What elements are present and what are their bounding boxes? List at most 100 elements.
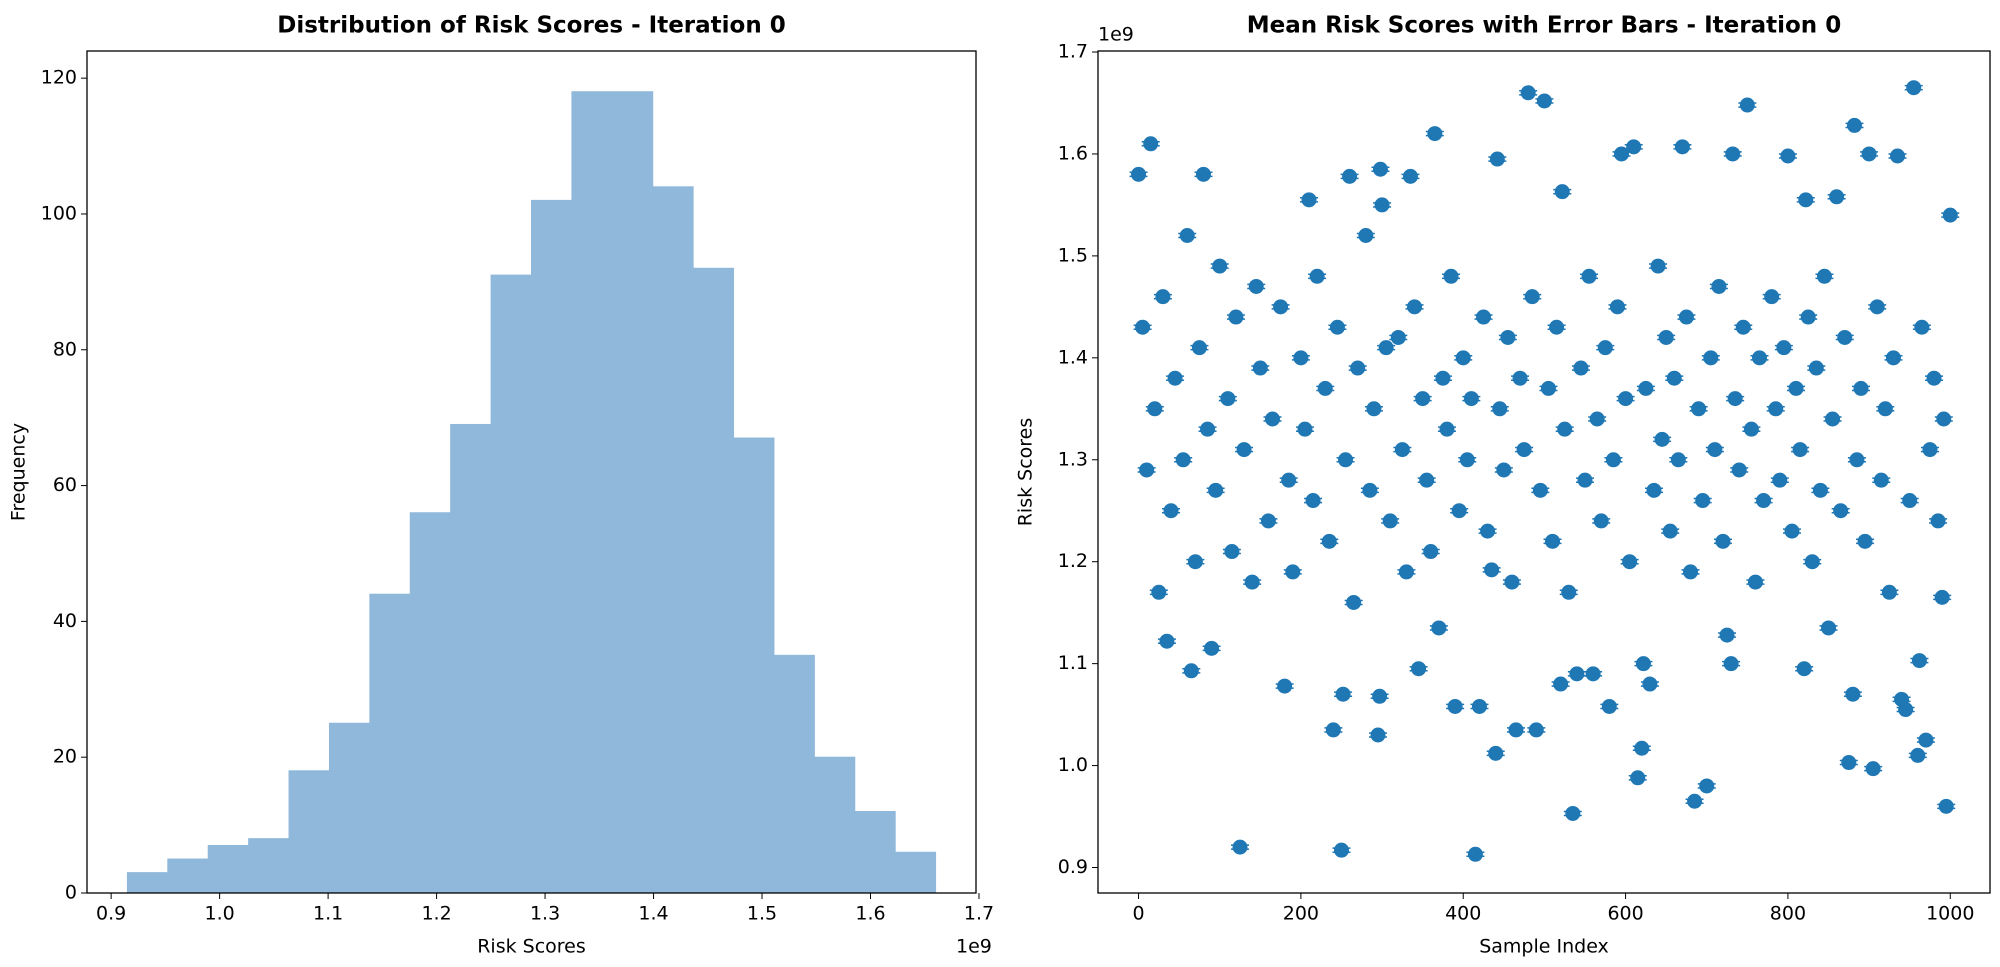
point bbox=[1687, 793, 1703, 809]
point bbox=[1857, 533, 1873, 549]
point bbox=[1459, 452, 1475, 468]
histogram-bar bbox=[288, 770, 330, 894]
x-tick-label: 1.4 bbox=[638, 903, 668, 925]
histogram-bar bbox=[692, 267, 735, 894]
point bbox=[1443, 268, 1459, 284]
point bbox=[1451, 503, 1467, 519]
point bbox=[1236, 442, 1252, 458]
point bbox=[1626, 139, 1642, 155]
axes-frame bbox=[1097, 50, 1991, 894]
y-tick-label: 1.5 bbox=[1058, 244, 1088, 266]
point bbox=[1812, 482, 1828, 498]
point bbox=[1898, 702, 1914, 718]
point bbox=[1881, 584, 1897, 600]
histogram-bar bbox=[409, 512, 452, 894]
y-tick-label: 1.1 bbox=[1058, 652, 1088, 674]
point bbox=[1187, 554, 1203, 570]
point bbox=[1447, 698, 1463, 714]
point bbox=[1183, 663, 1199, 679]
point bbox=[1650, 258, 1666, 274]
point bbox=[1232, 839, 1248, 855]
point bbox=[1597, 340, 1613, 356]
histogram-bar bbox=[207, 844, 250, 894]
point bbox=[1435, 370, 1451, 386]
point bbox=[1204, 640, 1220, 656]
point bbox=[1768, 401, 1784, 417]
point bbox=[1873, 472, 1889, 488]
point bbox=[1691, 401, 1707, 417]
point bbox=[1329, 319, 1345, 335]
point bbox=[1549, 319, 1565, 335]
histogram-bar bbox=[328, 722, 371, 894]
point bbox=[1743, 421, 1759, 437]
point bbox=[1536, 93, 1552, 109]
point bbox=[1614, 146, 1630, 162]
point bbox=[1264, 411, 1280, 427]
x-tick-label: 800 bbox=[1770, 903, 1806, 925]
point bbox=[1725, 146, 1741, 162]
point bbox=[1609, 299, 1625, 315]
point bbox=[1776, 340, 1792, 356]
x-tick-label: 200 bbox=[1283, 903, 1319, 925]
point bbox=[1431, 620, 1447, 636]
point bbox=[1297, 421, 1313, 437]
point bbox=[1577, 472, 1593, 488]
point bbox=[1220, 391, 1236, 407]
point bbox=[1155, 289, 1171, 305]
point bbox=[1191, 340, 1207, 356]
x-axis-label: Risk Scores bbox=[477, 936, 586, 958]
point bbox=[1662, 523, 1678, 539]
point bbox=[1934, 589, 1950, 605]
point bbox=[1372, 688, 1388, 704]
point bbox=[1309, 268, 1325, 284]
point bbox=[1618, 391, 1634, 407]
point bbox=[1476, 309, 1492, 325]
point bbox=[1683, 564, 1699, 580]
point bbox=[1735, 319, 1751, 335]
histogram-bar bbox=[571, 91, 613, 894]
point bbox=[1670, 452, 1686, 468]
point bbox=[1890, 148, 1906, 164]
point bbox=[1715, 533, 1731, 549]
point bbox=[1573, 360, 1589, 376]
point bbox=[1561, 584, 1577, 600]
histogram-bar bbox=[773, 654, 815, 894]
point bbox=[1143, 136, 1159, 152]
point bbox=[1747, 574, 1763, 590]
point bbox=[1635, 656, 1651, 672]
point bbox=[1407, 299, 1423, 315]
point bbox=[1731, 462, 1747, 478]
point bbox=[1402, 168, 1418, 184]
point bbox=[1423, 544, 1439, 560]
point bbox=[1167, 370, 1183, 386]
y-tick-label: 1.6 bbox=[1058, 142, 1088, 164]
point bbox=[1524, 289, 1540, 305]
point bbox=[1654, 431, 1670, 447]
point bbox=[1350, 360, 1366, 376]
y-tick-label: 1.4 bbox=[1058, 346, 1088, 368]
histogram-bar bbox=[167, 858, 209, 894]
point bbox=[1581, 268, 1597, 284]
chart-title: Mean Risk Scores with Error Bars - Itera… bbox=[1247, 13, 1841, 39]
point bbox=[1139, 462, 1155, 478]
point bbox=[1528, 722, 1544, 738]
x-tick-label: 0 bbox=[1132, 903, 1144, 925]
point bbox=[1228, 309, 1244, 325]
point bbox=[1846, 117, 1862, 133]
y-tick-label: 0.9 bbox=[1058, 856, 1088, 878]
point bbox=[1398, 564, 1414, 580]
histogram-bar bbox=[369, 593, 411, 894]
chart-title: Distribution of Risk Scores - Iteration … bbox=[277, 13, 785, 39]
point bbox=[1605, 452, 1621, 468]
point bbox=[1885, 350, 1901, 366]
point bbox=[1703, 350, 1719, 366]
point bbox=[1646, 482, 1662, 498]
point bbox=[1798, 192, 1814, 208]
histogram-bar bbox=[813, 756, 856, 894]
point bbox=[1394, 442, 1410, 458]
point bbox=[1926, 370, 1942, 386]
point bbox=[1358, 228, 1374, 244]
point bbox=[1821, 620, 1837, 636]
point bbox=[1727, 391, 1743, 407]
point bbox=[1942, 207, 1958, 223]
